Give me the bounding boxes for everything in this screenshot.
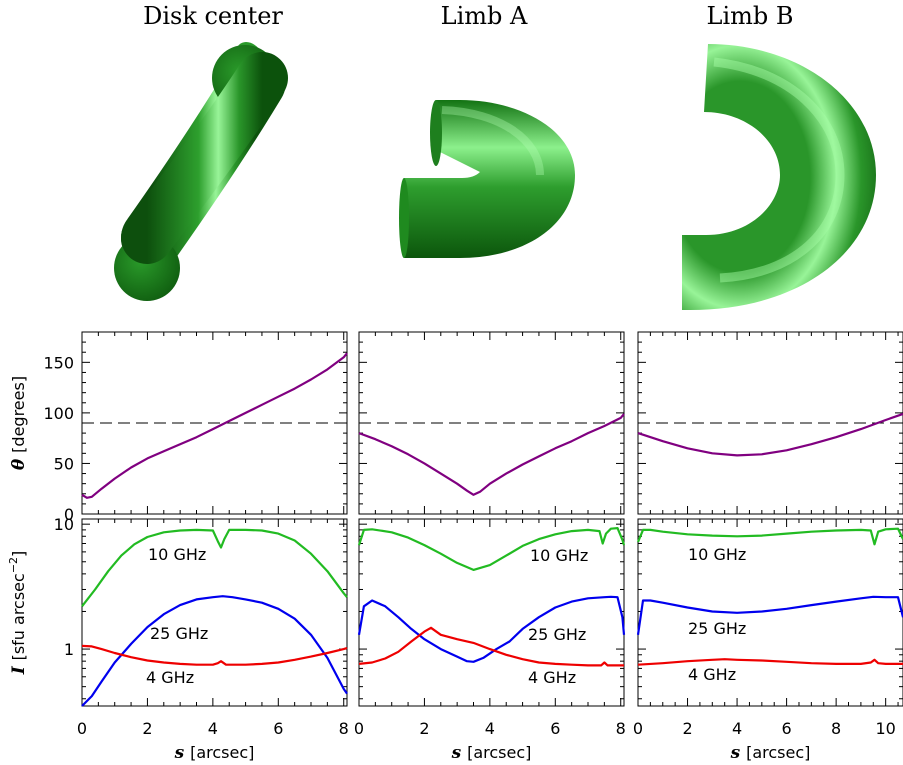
- freq-label-f25-limb-a: 25 GHz: [528, 625, 586, 644]
- intensity-tick-label: 10: [54, 515, 74, 534]
- intensity-axis-label: I [sfu arcsec−2]: [7, 551, 29, 676]
- freq-label-f4-disk-center: 4 GHz: [146, 668, 194, 687]
- x-tick-label: 10: [875, 719, 895, 738]
- freq-label-f10-disk-center: 10 GHz: [148, 545, 206, 564]
- x-tick-label: 2: [419, 719, 429, 738]
- theta-tick-label: 0: [64, 505, 74, 524]
- x-tick-label: 6: [273, 719, 283, 738]
- intensity-curve-25ghz-limb-a: [357, 595, 626, 663]
- x-tick-label: 0: [77, 719, 87, 738]
- theta-curve-disk-center: [81, 352, 348, 499]
- intensity-curve-25ghz-limb-b: [636, 595, 903, 635]
- tube-disk-center: [114, 42, 288, 301]
- intensity-curve-4ghz-limb-a: [358, 626, 624, 667]
- x-axis-label: s [arcsec]: [174, 743, 255, 763]
- intensity-frame-disk-center: [81, 518, 348, 707]
- title-limb-a: Limb A: [440, 2, 528, 30]
- theta-tick-label: 150: [43, 353, 74, 372]
- intensity-frame-limb-a: [358, 518, 625, 707]
- freq-label-f4-limb-a: 4 GHz: [528, 668, 576, 687]
- freq-label-f25-disk-center: 25 GHz: [150, 624, 208, 643]
- x-tick-label: 8: [616, 719, 626, 738]
- intensity-curve-4ghz-disk-center: [81, 644, 348, 666]
- x-axis-symbol: s: [174, 743, 191, 763]
- x-axis-label: s [arcsec]: [730, 743, 811, 763]
- x-tick-label: 8: [339, 719, 349, 738]
- x-axis-unit: [arcsec]: [746, 743, 810, 762]
- x-tick-label: 6: [550, 719, 560, 738]
- intensity-unit-close: ]: [9, 551, 28, 557]
- tube-limb-b: [682, 44, 876, 310]
- freq-label-f25-limb-b: 25 GHz: [688, 619, 746, 638]
- title-limb-b: Limb B: [706, 2, 794, 30]
- intensity-unit: [sfu arcsec: [9, 573, 28, 660]
- x-tick-label: 2: [142, 719, 152, 738]
- x-tick-label: 0: [354, 719, 364, 738]
- x-tick-label: 4: [732, 719, 742, 738]
- intensity-curve-10ghz-limb-b: [636, 527, 903, 546]
- intensity-tick-label: 1: [64, 640, 74, 659]
- freq-label-f10-limb-a: 10 GHz: [530, 546, 588, 565]
- intensity-unit-exponent: −2: [7, 557, 20, 573]
- intensity-curve-25ghz-disk-center: [81, 595, 348, 707]
- x-tick-label: 2: [682, 719, 692, 738]
- x-axis-unit: [arcsec]: [190, 743, 254, 762]
- intensity-curve-10ghz-limb-a: [357, 526, 626, 572]
- x-axis-label: s [arcsec]: [451, 743, 532, 763]
- theta-curve-limb-b: [637, 412, 903, 457]
- x-tick-label: 6: [782, 719, 792, 738]
- x-tick-label: 0: [633, 719, 643, 738]
- freq-label-f10-limb-b: 10 GHz: [688, 545, 746, 564]
- intensity-curve-4ghz-limb-b: [637, 658, 903, 666]
- tube-limb-a: [399, 100, 575, 258]
- theta-axis-label: θ [degrees]: [9, 376, 29, 470]
- freq-label-f4-limb-b: 4 GHz: [688, 665, 736, 684]
- theta-tick-label: 50: [54, 454, 74, 473]
- intensity-frame-limb-b: [637, 518, 903, 707]
- theta-curve-limb-a: [358, 413, 625, 496]
- x-tick-label: 8: [831, 719, 841, 738]
- title-disk-center: Disk center: [143, 2, 283, 30]
- x-tick-label: 4: [485, 719, 495, 738]
- theta-unit: [degrees]: [9, 376, 28, 453]
- x-axis-symbol: s: [730, 743, 747, 763]
- x-axis-symbol: s: [451, 743, 468, 763]
- theta-symbol: θ: [9, 453, 29, 470]
- intensity-symbol: I: [9, 660, 29, 675]
- theta-tick-label: 100: [43, 404, 74, 423]
- intensity-curve-10ghz-disk-center: [81, 528, 348, 607]
- x-axis-unit: [arcsec]: [467, 743, 531, 762]
- x-tick-label: 4: [208, 719, 218, 738]
